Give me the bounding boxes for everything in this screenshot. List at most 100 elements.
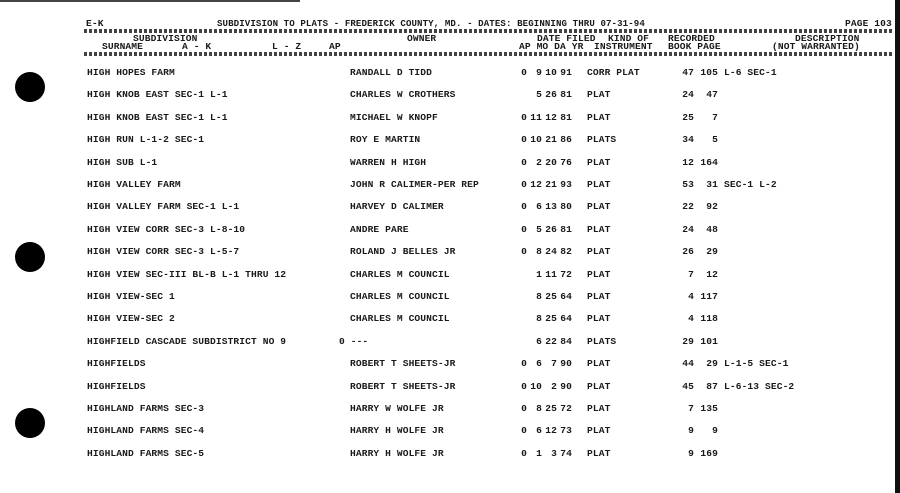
page-number: 135 bbox=[700, 403, 718, 414]
filed-ap: 0 bbox=[521, 67, 527, 78]
instrument-kind: PLAT bbox=[587, 156, 611, 168]
filed-year: 90 bbox=[560, 380, 572, 392]
owner-name: HARRY W WOLFE JR bbox=[350, 403, 444, 414]
book-number: 29 bbox=[682, 335, 694, 347]
subdivision-name: HIGH VALLEY FARM SEC-1 L-1 bbox=[87, 201, 240, 213]
filed-month: 6 bbox=[536, 201, 542, 213]
book-number: 7 bbox=[688, 403, 694, 414]
filed-ap: 0 bbox=[521, 156, 527, 168]
col-subdivision: SUBDIVISION bbox=[133, 33, 198, 44]
filed-day: 13 bbox=[545, 201, 557, 213]
owner-name: JOHN R CALIMER-PER REP bbox=[350, 179, 479, 190]
filed-year: 86 bbox=[560, 134, 572, 146]
owner-name: ROBERT T SHEETS-JR bbox=[350, 380, 456, 392]
page-number: 92 bbox=[706, 201, 718, 213]
book-number: 44 bbox=[682, 358, 694, 370]
filed-month: 5 bbox=[536, 89, 542, 101]
filed-year: 82 bbox=[560, 246, 572, 258]
owner-name: WARREN H HIGH bbox=[350, 156, 427, 168]
subdivision-name: HIGH VIEW CORR SEC-3 L-5-7 bbox=[87, 246, 240, 258]
filed-month: 11 bbox=[530, 111, 542, 123]
subdivision-name: HIGHFIELDS bbox=[87, 358, 146, 370]
page-number: 9 bbox=[712, 425, 718, 437]
subdivision-name: HIGHLAND FARMS SEC-5 bbox=[87, 447, 205, 459]
filed-year: 72 bbox=[560, 268, 572, 280]
instrument-kind: PLAT bbox=[587, 358, 611, 370]
filed-day: 20 bbox=[545, 156, 557, 168]
page-number: 164 bbox=[700, 156, 718, 168]
col-instrument: INSTRUMENT bbox=[594, 41, 653, 52]
instrument-kind: PLAT bbox=[587, 425, 611, 437]
owner-name: ROY E MARTIN bbox=[350, 134, 421, 146]
filed-month: 8 bbox=[536, 291, 542, 302]
instrument-kind: PLAT bbox=[587, 268, 611, 280]
filed-ap: 0 bbox=[521, 447, 527, 459]
owner-name: CHARLES M COUNCIL bbox=[350, 313, 450, 325]
filed-year: 93 bbox=[560, 179, 572, 190]
filed-day: 2 bbox=[551, 380, 557, 392]
filed-day: 12 bbox=[545, 111, 557, 123]
filed-month: 6 bbox=[536, 358, 542, 370]
instrument-kind: PLAT bbox=[587, 223, 611, 235]
page-number: 29 bbox=[706, 246, 718, 258]
filed-month: 6 bbox=[536, 335, 542, 347]
col-surname: SURNAME bbox=[102, 41, 144, 52]
instrument-kind: PLAT bbox=[587, 179, 611, 190]
filed-day: 22 bbox=[545, 335, 557, 347]
filed-year: 64 bbox=[560, 291, 572, 302]
filed-ap: 0 bbox=[521, 358, 527, 370]
filed-day: 21 bbox=[545, 134, 557, 146]
instrument-kind: PLAT bbox=[587, 403, 611, 414]
page-number: 117 bbox=[700, 291, 718, 302]
asterisk-rule bbox=[84, 52, 892, 56]
filed-ap: 0 bbox=[521, 425, 527, 437]
subdivision-name: HIGHFIELD CASCADE SUBDISTRICT NO 9 bbox=[87, 335, 287, 347]
page-number: 5 bbox=[712, 134, 718, 146]
filed-ap: 0 bbox=[521, 403, 527, 414]
hole-punch bbox=[15, 242, 45, 272]
col-ap-mo-da-yr: AP MO DA YR bbox=[519, 41, 584, 52]
page-number: 105 bbox=[700, 67, 718, 78]
subdivision-name: HIGHFIELDS bbox=[87, 380, 146, 392]
page-number: 101 bbox=[700, 335, 718, 347]
book-number: 4 bbox=[688, 291, 694, 302]
filed-day: 26 bbox=[545, 89, 557, 101]
col-not-warranted: (NOT WARRANTED) bbox=[772, 41, 860, 52]
instrument-kind: PLATS bbox=[587, 134, 617, 146]
subdivision-name: HIGH VIEW-SEC 1 bbox=[87, 291, 175, 302]
instrument-kind: PLAT bbox=[587, 89, 611, 101]
page-number: PAGE 103 bbox=[845, 18, 892, 29]
col-owner: OWNER bbox=[407, 33, 437, 44]
instrument-kind: PLAT bbox=[587, 380, 611, 392]
filed-day: 7 bbox=[551, 358, 557, 370]
instrument-kind: CORR PLAT bbox=[587, 67, 640, 78]
subdivision-name: HIGHLAND FARMS SEC-4 bbox=[87, 425, 205, 437]
page-number: 12 bbox=[706, 268, 718, 280]
book-number: 4 bbox=[688, 313, 694, 325]
owner-name: HARRY H WOLFE JR bbox=[350, 447, 444, 459]
subdivision-name: HIGH KNOB EAST SEC-1 L-1 bbox=[87, 111, 228, 123]
col-ap: AP bbox=[329, 41, 341, 52]
subdivision-name: HIGH HOPES FARM bbox=[87, 67, 175, 78]
instrument-kind: PLATS bbox=[587, 335, 617, 347]
subdivision-name: HIGH KNOB EAST SEC-1 L-1 bbox=[87, 89, 228, 101]
filed-month: 2 bbox=[536, 156, 542, 168]
owner-name: HARVEY D CALIMER bbox=[350, 201, 444, 213]
filed-day: 3 bbox=[551, 447, 557, 459]
col-date-filed: DATE FILED bbox=[537, 33, 596, 44]
filed-ap: 0 bbox=[521, 223, 527, 235]
col-description: DESCRIPTION bbox=[795, 33, 860, 44]
owner-name: ROLAND J BELLES JR bbox=[350, 246, 456, 258]
book-number: 9 bbox=[688, 425, 694, 437]
book-number: 53 bbox=[682, 179, 694, 190]
filed-day: 21 bbox=[545, 179, 557, 190]
page-number: 31 bbox=[706, 179, 718, 190]
instrument-kind: PLAT bbox=[587, 111, 611, 123]
scan-edge-right bbox=[895, 0, 900, 493]
col-kind-of: KIND OF bbox=[608, 33, 650, 44]
book-number: 47 bbox=[682, 67, 694, 78]
filed-day: 26 bbox=[545, 223, 557, 235]
filed-ap: 0 bbox=[521, 111, 527, 123]
filed-year: 76 bbox=[560, 156, 572, 168]
page-number: 169 bbox=[700, 447, 718, 459]
